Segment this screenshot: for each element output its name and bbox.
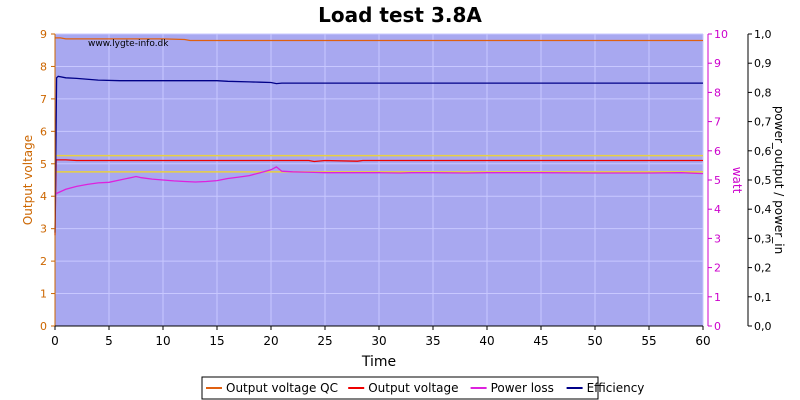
y-right1-tick-label: 6 [714,145,721,158]
legend-label: Efficiency [587,381,645,395]
y-right1-tick-label: 4 [714,203,721,216]
y-right2-tick-label: 0,5 [754,174,772,187]
x-tick-label: 55 [641,334,656,348]
x-tick-label: 30 [371,334,386,348]
y-right1-tick-label: 7 [714,116,721,129]
x-tick-label: 25 [317,334,332,348]
x-tick-label: 15 [209,334,224,348]
y-left-tick-label: 0 [40,320,47,333]
legend-label: Output voltage [368,381,458,395]
chart-title: Load test 3.8A [318,3,482,27]
y-right2-tick-label: 0,8 [754,86,772,99]
y-right2-axis-label: power_output / power_in [772,106,786,254]
y-right2-tick-label: 1,0 [754,28,772,41]
series-group [54,37,704,236]
x-tick-label: 35 [425,334,440,348]
y-right1-tick-label: 5 [714,174,721,187]
y-right2-tick-label: 0,1 [754,291,772,304]
x-tick-label: 45 [533,334,548,348]
y-right2-tick-label: 0,7 [754,116,772,129]
y-right1-axis-label: watt [730,167,744,194]
legend-label: Output voltage QC [226,381,338,395]
reference-lines [55,154,703,173]
y-right2-tick-label: 0,3 [754,232,772,245]
y-left-tick-label: 9 [40,28,47,41]
y-right1-tick-label: 10 [714,28,728,41]
y-right1-tick-label: 8 [714,86,721,99]
legend: Output voltage QC Output voltage Power los… [201,376,645,400]
watermark: www.lygte-info.dk [88,39,169,49]
x-tick-label: 60 [695,334,710,348]
series-line [54,75,703,233]
x-axis-label: Time [361,354,396,370]
y-left-tick-label: 5 [40,158,47,171]
y-left-axis-label: Output voltage [21,135,35,225]
x-tick-label: 10 [155,334,170,348]
x-tick-label: 0 [51,334,59,348]
series-line [54,166,704,196]
series-line [55,37,703,42]
y-left-tick-label: 6 [40,125,47,138]
y-right2-tick-label: 0,6 [754,145,772,158]
y-right2-tick-label: 0,2 [754,262,772,275]
x-tick-label: 50 [587,334,602,348]
y-right2-tick-label: 0,9 [754,57,772,70]
y-right1-tick-label: 9 [714,57,721,70]
series-line [54,159,703,236]
x-tick-label: 40 [479,334,494,348]
y-right1-tick-label: 3 [714,232,721,245]
y-left-tick-label: 1 [40,288,47,301]
y-left-tick-label: 7 [40,93,47,106]
legend-label: Power loss [491,381,554,395]
y-left-tick-label: 8 [40,60,47,73]
x-tick-label: 20 [263,334,278,348]
x-tick-label: 5 [105,334,113,348]
y-right1-tick-label: 1 [714,291,721,304]
y-left-tick-label: 4 [40,190,47,203]
y-right1-tick-label: 0 [714,320,721,333]
y-right2-tick-label: 0,0 [754,320,772,333]
y-right1-tick-label: 2 [714,262,721,275]
y-left-tick-label: 3 [40,223,47,236]
y-right2-tick-label: 0,4 [754,203,772,216]
y-left-tick-label: 2 [40,255,47,268]
legend-box [201,376,599,400]
